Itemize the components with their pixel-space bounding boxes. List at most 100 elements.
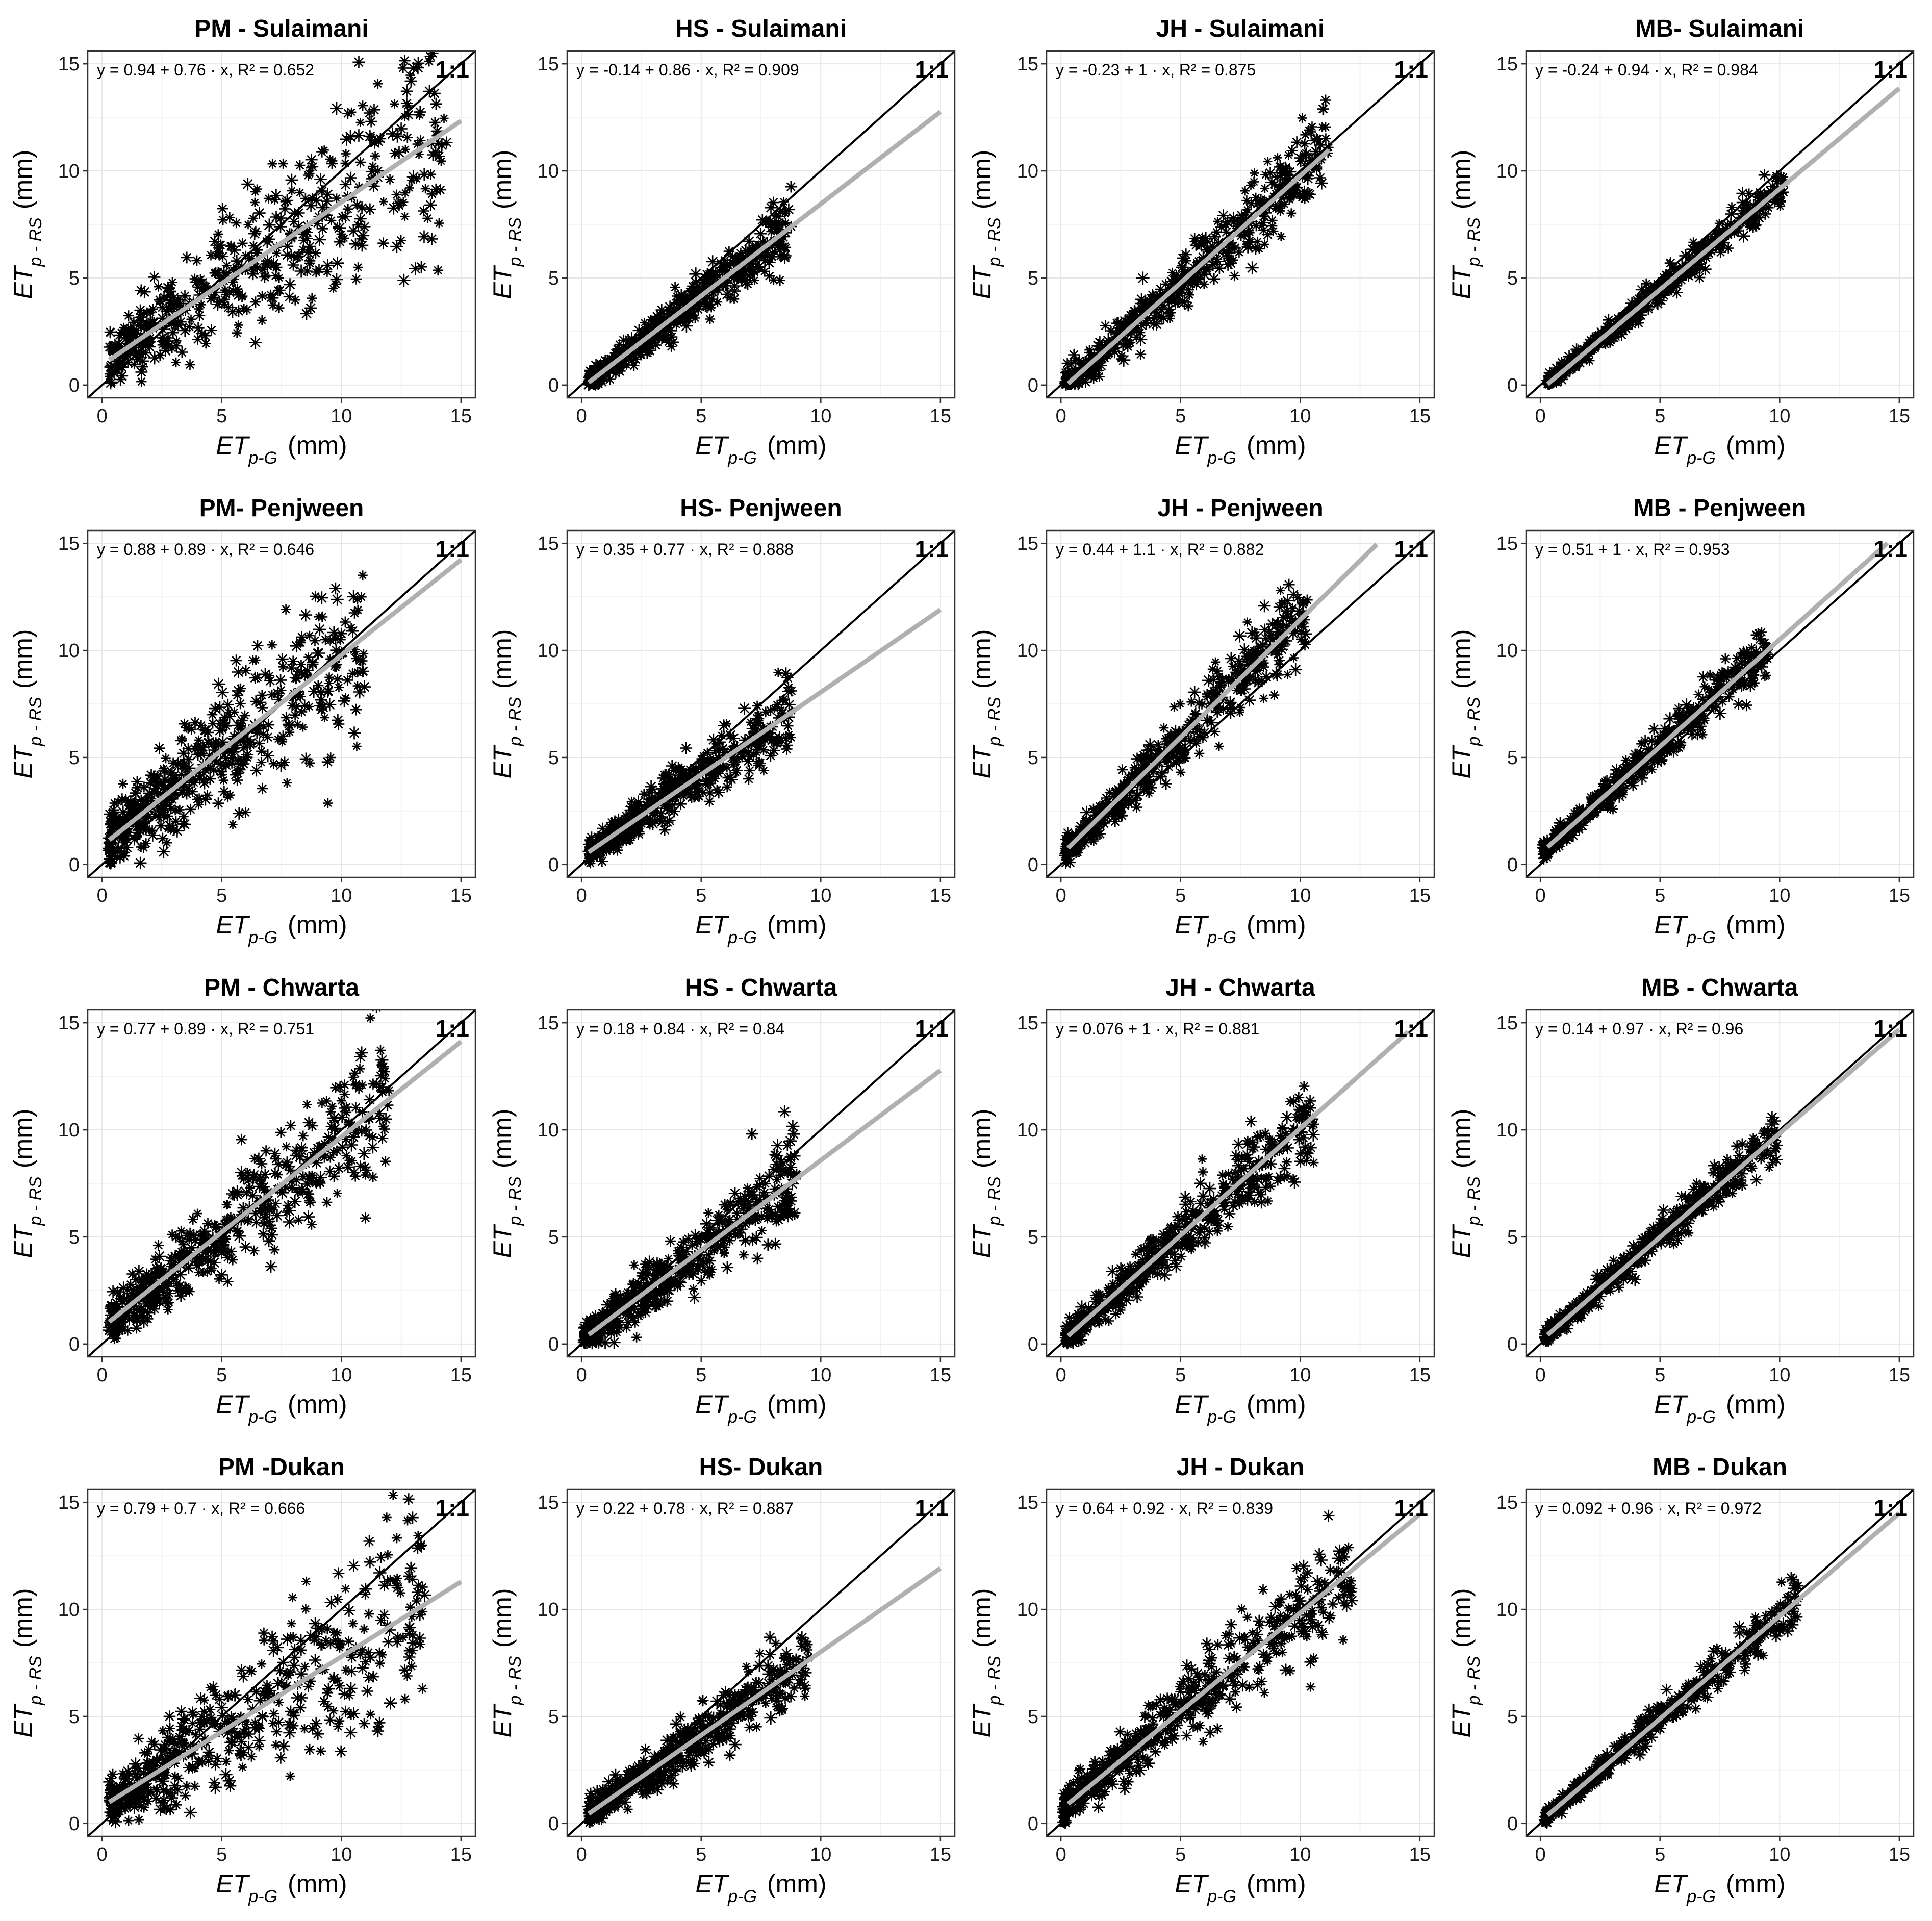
panel-border [1046, 1488, 1435, 1837]
y-tick-label: 5 [69, 747, 80, 769]
x-tick-label: 5 [696, 1844, 706, 1865]
x-tick-label: 15 [1409, 406, 1431, 427]
panel-border [1525, 50, 1915, 399]
panel-13: PM -Dukan y = 0.79 + 0.7 · x, R² = 0.666 1… [9, 1454, 476, 1906]
one-to-one-line [88, 51, 475, 398]
y-tick-label: 10 [1496, 1120, 1518, 1141]
y-tick-label: 15 [1017, 54, 1038, 75]
panel-8: MB - Penjween y = 0.51 + 1 · x, R² = 0.95… [1447, 495, 1915, 947]
x-tick-label: 10 [1769, 1364, 1790, 1386]
y-tick-label: 15 [58, 1492, 80, 1513]
data-point-markers [1059, 578, 1313, 869]
one-to-one-label: 1:1 [1874, 536, 1908, 562]
panel-border [1046, 529, 1435, 878]
x-tick-label: 0 [97, 1844, 108, 1865]
y-tick-label: 0 [1028, 1334, 1038, 1355]
y-tick-label: 10 [58, 1599, 80, 1621]
panel-title: HS - Chwarta [685, 974, 837, 1001]
panel-4: MB- Sulaimani y = -0.24 + 0.94 · x, R² = … [1447, 15, 1915, 468]
x-tick-label: 10 [1769, 406, 1790, 427]
data-point-markers [582, 1631, 814, 1828]
x-tick-label: 5 [1175, 406, 1186, 427]
x-tick-label: 0 [97, 406, 108, 427]
x-tick-label: 0 [97, 1364, 108, 1386]
panel-11: JH - Chwarta y = 0.076 + 1 · x, R² = 0.88… [968, 974, 1435, 1427]
one-to-one-label: 1:1 [915, 56, 949, 83]
one-to-one-label: 1:1 [436, 536, 469, 562]
data-point-markers [582, 181, 797, 391]
regression-equation: y = 0.94 + 0.76 · x, R² = 0.652 [97, 61, 314, 79]
panel-border [566, 529, 956, 878]
regression-line [108, 558, 463, 842]
x-tick-label: 5 [216, 406, 227, 427]
one-to-one-label: 1:1 [1394, 536, 1428, 562]
x-axis-label: ETp-G (mm) [695, 911, 826, 947]
x-tick-label: 0 [1056, 406, 1066, 427]
y-tick-label: 15 [538, 54, 559, 75]
panel-border [1525, 1488, 1915, 1837]
y-axis-label: ETp - RS(mm) [488, 150, 525, 299]
one-to-one-label: 1:1 [915, 1015, 949, 1042]
x-tick-label: 0 [1056, 1364, 1066, 1386]
x-tick-label: 15 [930, 1364, 951, 1386]
x-tick-label: 10 [331, 406, 352, 427]
x-axis-label: ETp-G (mm) [216, 911, 347, 947]
y-axis-label: ETp - RS(mm) [968, 629, 1004, 779]
x-tick-label: 0 [1535, 1844, 1546, 1865]
y-axis-label: ETp - RS(mm) [9, 150, 45, 299]
y-axis-label: ETp - RS(mm) [488, 1109, 525, 1258]
panel-border [566, 1488, 956, 1837]
panel-title: HS- Penjween [680, 495, 842, 522]
y-tick-label: 10 [1496, 161, 1518, 182]
y-tick-label: 5 [1507, 1227, 1518, 1248]
y-tick-label: 5 [1028, 1706, 1038, 1728]
regression-equation: y = 0.44 + 1.1 · x, R² = 0.882 [1056, 540, 1264, 559]
regression-equation: y = 0.79 + 0.7 · x, R² = 0.666 [97, 1499, 305, 1518]
y-tick-label: 0 [548, 1813, 559, 1835]
one-to-one-label: 1:1 [1394, 56, 1428, 83]
x-tick-label: 5 [216, 1844, 227, 1865]
regression-line [108, 1580, 463, 1804]
data-point-markers [1059, 94, 1334, 391]
y-tick-label: 0 [1507, 854, 1518, 876]
panel-title: MB - Chwarta [1642, 974, 1798, 1001]
y-tick-label: 0 [1507, 1334, 1518, 1355]
y-tick-label: 0 [548, 854, 559, 876]
panel-3: JH - Sulaimani y = -0.23 + 1 · x, R² = 0.… [968, 15, 1435, 468]
y-tick-label: 0 [1507, 1813, 1518, 1835]
x-tick-label: 15 [930, 1844, 951, 1865]
x-tick-label: 15 [1409, 1364, 1431, 1386]
scatter-points [1057, 1509, 1358, 1829]
scatter-points [103, 570, 371, 870]
x-axis-label: ETp-G (mm) [216, 431, 347, 468]
x-tick-label: 10 [331, 1364, 352, 1386]
y-tick-label: 15 [1496, 533, 1518, 554]
regression-line [1066, 148, 1331, 386]
x-tick-label: 10 [810, 406, 831, 427]
regression-line [587, 1566, 942, 1816]
x-axis-label: ETp-G (mm) [695, 1869, 826, 1906]
x-tick-label: 10 [810, 1364, 831, 1386]
y-axis-label: ETp - RS(mm) [9, 1109, 45, 1258]
x-tick-label: 0 [1535, 1364, 1546, 1386]
x-axis-label: ETp-G (mm) [1654, 911, 1785, 947]
y-tick-label: 5 [69, 1706, 80, 1728]
x-tick-label: 0 [1056, 885, 1066, 906]
panel-16: MB - Dukan y = 0.092 + 0.96 · x, R² = 0.9… [1447, 1454, 1915, 1906]
x-tick-label: 0 [576, 1844, 587, 1865]
y-tick-label: 10 [1496, 640, 1518, 662]
regression-equation: y = 0.88 + 0.89 · x, R² = 0.646 [97, 540, 314, 559]
one-to-one-label: 1:1 [1394, 1495, 1428, 1521]
y-tick-label: 0 [69, 854, 80, 876]
one-to-one-label: 1:1 [1874, 1015, 1908, 1042]
panel-6: HS- Penjween y = 0.35 + 0.77 · x, R² = 0.… [488, 495, 956, 947]
regression-line [1546, 86, 1901, 386]
regression-line [587, 1068, 942, 1337]
y-tick-label: 10 [1017, 161, 1038, 182]
regression-equation: y = 0.092 + 0.96 · x, R² = 0.972 [1535, 1499, 1762, 1518]
panel-border [1046, 1009, 1435, 1358]
x-tick-label: 15 [930, 885, 951, 906]
panel-title: JH - Dukan [1177, 1454, 1305, 1481]
one-to-one-label: 1:1 [1874, 1495, 1908, 1521]
gridlines [1526, 51, 1914, 398]
